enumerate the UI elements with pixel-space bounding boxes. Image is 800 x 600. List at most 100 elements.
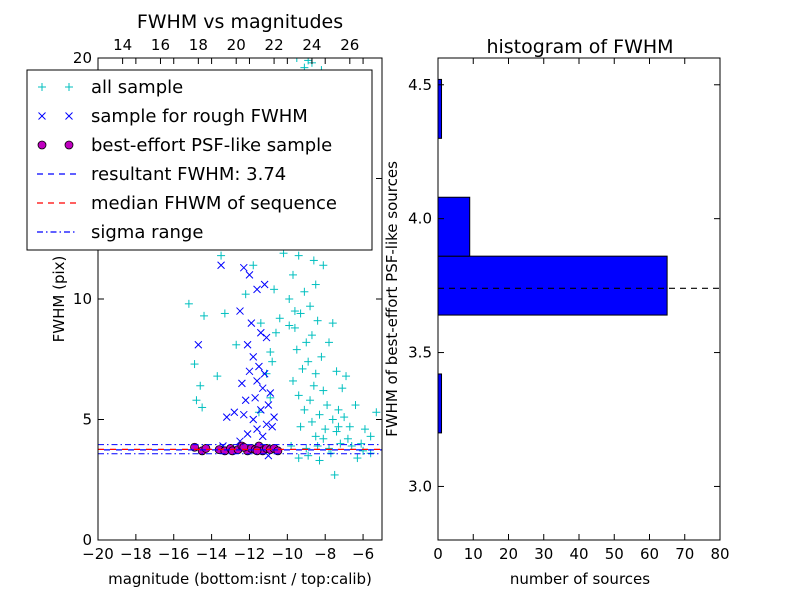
all-sample-point	[309, 381, 318, 390]
all-sample-point	[270, 285, 279, 294]
rough-fwhm-point	[194, 340, 203, 349]
rough-fwhm-point-b	[251, 393, 260, 402]
legend: all sample sample for rough FWHM best-effo…	[26, 69, 373, 251]
all-sample-point	[290, 323, 299, 332]
all-sample-point	[290, 307, 299, 316]
all-sample-point	[302, 444, 311, 453]
all-sample-point	[343, 434, 352, 443]
legend-marker	[37, 140, 47, 150]
rough-fwhm-point-b	[243, 430, 252, 438]
legend-entry: median FHWM of sequence	[37, 193, 337, 214]
scatter-top-tick-label: 14	[113, 36, 132, 54]
legend-entry: sigma range	[37, 222, 203, 243]
rough-fwhm-point-b	[268, 422, 277, 431]
rough-fwhm-point	[258, 384, 267, 393]
histogram-x-tick-label: 70	[675, 545, 694, 563]
legend-label: all sample	[91, 77, 183, 98]
scatter-top-tick-label: 22	[265, 36, 284, 54]
rough-fwhm-point	[243, 430, 252, 438]
all-sample-point	[192, 396, 201, 405]
all-sample-point	[328, 319, 337, 328]
histogram-x-tick-label: 60	[640, 545, 659, 563]
rough-fwhm-point-b	[264, 401, 273, 409]
all-sample-point	[360, 425, 369, 434]
rough-fwhm-point	[243, 340, 252, 349]
rough-fwhm-point	[247, 319, 256, 327]
all-sample-point	[294, 391, 303, 400]
all-sample-point	[304, 451, 313, 460]
rough-fwhm-point-b	[262, 420, 271, 429]
all-sample-point	[220, 309, 229, 318]
all-sample-point	[347, 442, 356, 451]
rough-fwhm-point-b	[258, 384, 267, 393]
all-sample-point	[359, 446, 368, 455]
rough-fwhm-point-b	[222, 413, 231, 421]
all-sample-point	[296, 422, 305, 431]
all-sample-point	[323, 401, 332, 410]
all-sample-point	[338, 384, 347, 393]
all-sample-point	[313, 442, 322, 451]
all-sample-point	[372, 408, 381, 417]
all-sample-point	[200, 311, 209, 320]
legend-marker-dot	[64, 140, 74, 150]
rough-fwhm-point	[253, 377, 261, 385]
all-sample-point	[266, 348, 275, 357]
rough-fwhm-point	[238, 379, 246, 388]
all-sample-point	[298, 364, 307, 373]
legend-entry: best-effort PSF-like sample	[37, 135, 332, 156]
psf-like-point	[201, 444, 211, 453]
rough-fwhm-point	[222, 413, 231, 421]
all-sample-point	[241, 290, 250, 299]
all-sample-point	[306, 396, 315, 405]
all-sample-point	[311, 369, 320, 378]
rough-fwhm-point-b	[245, 271, 254, 279]
histogram-x-label: number of sources	[510, 570, 650, 588]
all-sample-point	[256, 319, 265, 328]
scatter-chart: −20−18−16−14−12−10−8−6 05101520 14161820…	[26, 11, 383, 588]
scatter-x-tick-label: −12	[234, 545, 266, 563]
all-sample-point	[319, 434, 328, 443]
all-sample-point	[292, 58, 301, 62]
all-sample-point	[266, 393, 275, 402]
scatter-x-tick-label: −18	[120, 545, 152, 563]
all-sample-point	[217, 251, 226, 260]
histogram-x-tick-label: 20	[499, 545, 518, 563]
histogram-x-tick-label: 30	[534, 545, 553, 563]
rough-fwhm-point-b	[266, 389, 275, 397]
all-sample-point	[336, 439, 345, 448]
rough-fwhm-point-b	[194, 340, 203, 349]
rough-fwhm-point-b	[253, 425, 261, 433]
all-sample-point	[309, 256, 318, 265]
all-sample-point	[357, 439, 366, 448]
scatter-reference-lines	[98, 444, 382, 455]
psf-like-point-dot	[252, 446, 262, 456]
rough-fwhm-point	[258, 432, 267, 441]
all-sample-point	[332, 367, 341, 376]
all-sample-point	[321, 425, 330, 434]
histogram-x-ticks: 0 10 20 30 40 50 60 70 80	[433, 58, 730, 563]
all-sample-point	[313, 316, 322, 325]
all-sample-point	[279, 249, 288, 258]
all-sample-point	[302, 338, 311, 347]
all-sample-point	[319, 386, 328, 395]
all-sample-point	[319, 261, 328, 270]
all-sample-point	[324, 338, 333, 347]
all-sample-point	[275, 314, 284, 323]
legend-label: median FHWM of sequence	[91, 193, 337, 214]
rough-fwhm-point	[256, 328, 265, 337]
rough-fwhm-point	[260, 280, 269, 289]
all-sample-point	[340, 413, 349, 422]
rough-fwhm-point-b	[241, 396, 250, 405]
rough-fwhm-point	[268, 422, 277, 431]
all-sample-point	[249, 261, 258, 270]
rough-fwhm-point	[245, 271, 254, 279]
all-sample-point	[271, 328, 280, 337]
legend-marker-b	[38, 112, 46, 120]
legend-marker-b	[65, 112, 73, 120]
legend-marker	[64, 140, 74, 150]
all-sample-point	[289, 376, 298, 385]
histogram-bar	[438, 196, 471, 257]
all-sample-point	[315, 456, 324, 465]
histogram-y-tick-label: 3.0	[408, 477, 432, 495]
all-sample-point	[307, 331, 316, 340]
